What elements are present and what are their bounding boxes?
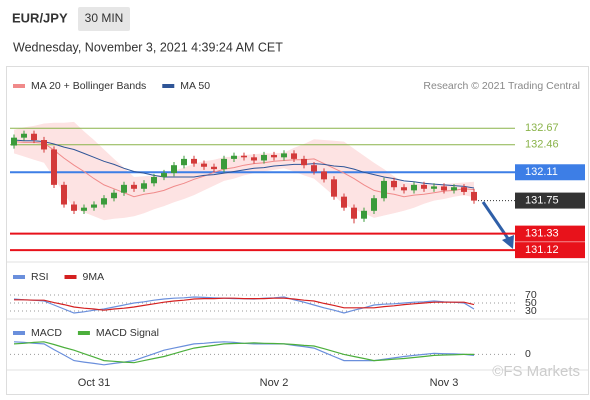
- x-tick-label: Nov 3: [430, 377, 459, 389]
- candle-body: [231, 155, 237, 159]
- indicator-line: [14, 297, 475, 311]
- candle-body: [61, 184, 67, 205]
- candle-body: [181, 158, 187, 166]
- chart-frame: [6, 66, 589, 395]
- candle-body: [391, 180, 397, 188]
- candle-body: [241, 155, 247, 158]
- candle-body: [221, 158, 227, 170]
- ma-line: [13, 139, 475, 189]
- candle-body: [31, 133, 37, 141]
- level-label: 132.67: [525, 122, 559, 134]
- legend-swatch: [64, 275, 77, 279]
- candle-body: [271, 154, 277, 158]
- legend-label: MA 50: [180, 80, 210, 92]
- candle-body: [151, 176, 157, 184]
- candle-body: [81, 207, 87, 211]
- legend-label: 9MA: [83, 271, 105, 283]
- ma-line: [13, 141, 475, 198]
- interval-badge: [78, 7, 130, 31]
- attribution: Research © 2021 Trading Central: [423, 80, 580, 92]
- candle-body: [371, 198, 377, 211]
- y-tick-label: 70: [525, 289, 537, 301]
- interval: 30 MIN: [85, 11, 124, 25]
- candle-body: [91, 204, 97, 208]
- candle-body: [461, 187, 467, 192]
- candle-body: [111, 192, 117, 199]
- candle-body: [251, 157, 257, 161]
- y-tick-label: 30: [525, 305, 537, 317]
- candle-body: [421, 184, 427, 189]
- current-price-label: 131.75: [525, 194, 559, 206]
- legend-swatch: [13, 275, 25, 279]
- bollinger-band: [14, 121, 474, 221]
- candle-body: [331, 179, 337, 197]
- watermark: ©FS Markets: [492, 363, 580, 380]
- symbol: EUR/JPY: [12, 10, 68, 25]
- candle-body: [71, 204, 77, 211]
- candle-body: [401, 187, 407, 191]
- level-label-box: [515, 164, 585, 181]
- candle-body: [191, 158, 197, 164]
- candle-body: [21, 133, 27, 138]
- legend-swatch: [162, 84, 175, 88]
- candle-body: [291, 153, 297, 159]
- candle-body: [171, 165, 177, 174]
- indicator-line: [13, 341, 474, 364]
- candle-body: [311, 165, 317, 172]
- y-tick-label: 50: [525, 297, 537, 309]
- candle-body: [441, 186, 447, 191]
- candle-body: [281, 153, 287, 158]
- timestamp: Wednesday, November 3, 2021 4:39:24 AM C…: [13, 40, 283, 54]
- legend-label: MA 20 + Bollinger Bands: [31, 80, 146, 92]
- candle-body: [431, 186, 437, 189]
- legend-swatch: [13, 84, 25, 88]
- legend-label: RSI: [31, 271, 49, 283]
- candle-body: [161, 173, 167, 177]
- current-price-box: [515, 192, 585, 209]
- candle-body: [261, 154, 267, 161]
- candle-body: [301, 158, 307, 166]
- candle-body: [381, 180, 387, 199]
- legend-swatch: [13, 331, 25, 335]
- candle-body: [351, 207, 357, 219]
- candle-body: [41, 140, 47, 150]
- candle-body: [451, 187, 457, 191]
- level-label: 132.46: [525, 139, 559, 151]
- candle-body: [51, 149, 57, 185]
- legend-swatch: [77, 331, 90, 335]
- candle-body: [211, 166, 217, 170]
- level-label: 132.11: [525, 166, 558, 178]
- y-tick-label: 0: [525, 348, 531, 360]
- x-tick-label: Oct 31: [78, 377, 110, 389]
- candle-body: [131, 184, 137, 189]
- candle-body: [11, 137, 17, 146]
- candle-body: [411, 184, 417, 191]
- x-tick-label: Nov 2: [260, 377, 289, 389]
- candle-body: [121, 184, 127, 193]
- candle-body: [361, 210, 367, 219]
- level-label-box: [515, 242, 585, 259]
- candle-body: [141, 183, 147, 189]
- candle-body: [201, 163, 207, 167]
- candle-body: [341, 196, 347, 208]
- legend-label: MACD: [31, 327, 62, 339]
- level-label: 131.12: [525, 244, 559, 256]
- candle-body: [321, 171, 327, 180]
- forecast-arrowhead: [502, 235, 514, 249]
- level-label: 131.33: [525, 228, 559, 240]
- candle-body: [101, 198, 107, 205]
- legend-label: MACD Signal: [96, 327, 159, 339]
- level-label-box: [515, 225, 585, 242]
- candle-body: [471, 191, 477, 201]
